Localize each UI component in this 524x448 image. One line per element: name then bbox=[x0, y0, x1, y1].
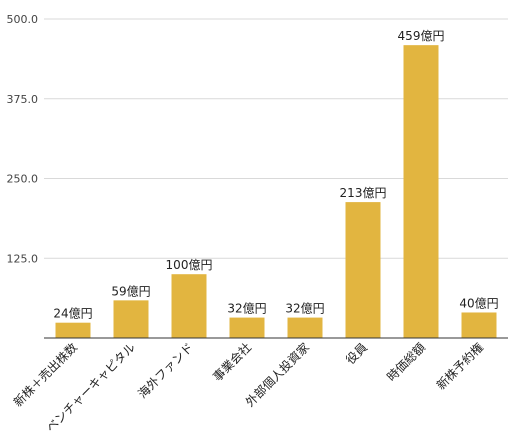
bar bbox=[113, 300, 149, 338]
bar bbox=[461, 312, 497, 338]
bar bbox=[55, 322, 91, 338]
data-label: 32億円 bbox=[285, 302, 324, 316]
data-label: 32億円 bbox=[227, 302, 266, 316]
bar bbox=[403, 45, 439, 339]
x-tick-label: 役員 bbox=[343, 340, 371, 368]
data-label: 459億円 bbox=[398, 29, 445, 43]
y-tick-label: 250.0 bbox=[7, 173, 39, 186]
x-tick-label: 事業会社 bbox=[210, 340, 255, 385]
y-tick-label: 500.0 bbox=[7, 13, 39, 26]
data-label: 100億円 bbox=[166, 258, 213, 272]
bar bbox=[171, 274, 207, 338]
y-tick-label: 125.0 bbox=[7, 252, 39, 265]
data-label: 24億円 bbox=[53, 307, 92, 321]
x-tick-label: 新株予約権 bbox=[433, 340, 486, 393]
bar bbox=[345, 202, 381, 338]
x-tick-label: 海外ファンド bbox=[135, 340, 197, 402]
x-tick-label: 時価総額 bbox=[384, 340, 428, 384]
data-label: 40億円 bbox=[459, 296, 498, 310]
data-label: 59億円 bbox=[111, 284, 150, 298]
data-label: 213億円 bbox=[340, 186, 387, 200]
bar bbox=[287, 317, 323, 338]
bar bbox=[229, 317, 265, 338]
y-tick-label: 375.0 bbox=[7, 93, 39, 106]
